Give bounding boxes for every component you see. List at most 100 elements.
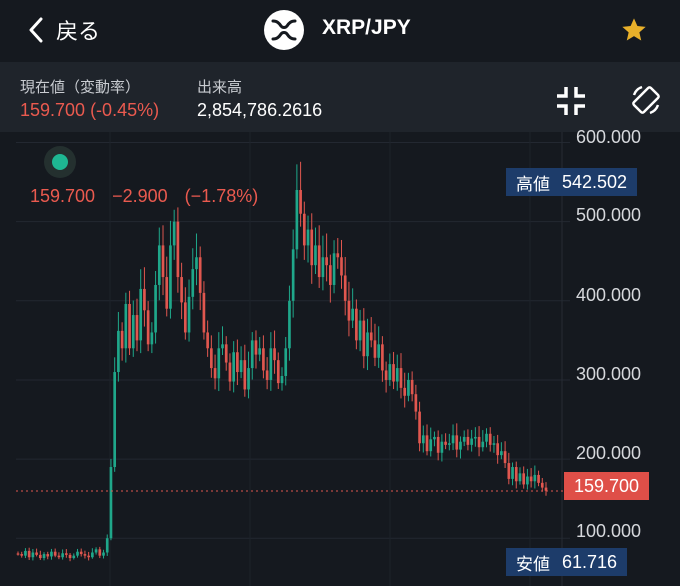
candle-body	[46, 554, 50, 557]
candle-body	[466, 436, 470, 445]
candle-body	[176, 221, 180, 278]
candle-body	[42, 554, 46, 559]
candle-body	[388, 364, 392, 380]
star-icon[interactable]	[620, 16, 648, 48]
candle-body	[518, 473, 522, 482]
candle-body	[362, 320, 366, 357]
candle-body	[243, 360, 247, 390]
candle-body	[128, 303, 131, 349]
candle-body	[462, 436, 466, 442]
candle-body	[265, 370, 269, 380]
candle-body	[321, 257, 325, 278]
candle-body	[72, 555, 76, 559]
candle-body	[299, 189, 302, 214]
legend-change-pct: (−1.78%)	[184, 186, 259, 206]
candle-body	[236, 352, 239, 373]
candle-body	[366, 332, 369, 357]
candle-body	[381, 344, 384, 371]
candle-body	[481, 441, 485, 448]
current-price-value: 159.700 (-0.45%)	[20, 100, 160, 120]
high-value: 542.502	[562, 171, 628, 192]
candle-body	[511, 467, 514, 479]
y-tick-label: 200.000	[576, 443, 642, 463]
candle-body	[492, 443, 496, 445]
top-bar: 戻る XRP/JPY	[0, 0, 680, 62]
low-price-tag: 安値 61.716	[506, 548, 628, 576]
candle-body	[221, 344, 224, 349]
candle-body	[340, 257, 343, 276]
rotate-screen-icon[interactable]	[628, 82, 664, 122]
candle-body	[76, 551, 79, 556]
candle-body	[325, 257, 328, 266]
candle-body	[105, 538, 109, 553]
candle-body	[347, 300, 351, 321]
y-tick-label: 100.000	[576, 521, 642, 541]
high-price-tag: 高値 542.502	[506, 168, 638, 196]
candle-body	[254, 340, 258, 355]
candle-body	[328, 265, 332, 285]
candle-body	[537, 474, 540, 483]
candle-body	[53, 551, 57, 556]
candle-body	[440, 441, 444, 453]
candle-body	[373, 340, 377, 358]
xrp-logo-icon	[264, 10, 304, 50]
candle-body	[79, 551, 83, 555]
candle-body	[109, 467, 113, 539]
candle-body	[68, 554, 72, 559]
candle-body	[154, 284, 157, 333]
candle-body	[377, 344, 381, 358]
candle-body	[444, 441, 447, 445]
candle-body	[451, 435, 455, 444]
candle-body	[143, 288, 146, 311]
candle-body	[61, 553, 64, 558]
candle-body	[135, 315, 139, 341]
candle-body	[16, 553, 20, 555]
candle-body	[213, 368, 217, 379]
candle-body	[425, 435, 429, 452]
candle-body	[474, 436, 477, 439]
price-chart[interactable]	[0, 132, 680, 586]
candle-body	[20, 554, 24, 556]
candle-body	[336, 253, 340, 258]
candle-body	[50, 551, 53, 557]
candle-body	[418, 411, 421, 444]
candle-body	[503, 451, 507, 464]
back-label: 戻る	[56, 20, 101, 45]
candle-body	[455, 435, 459, 450]
legend-close: 159.700	[30, 186, 96, 206]
chevron-left-icon	[29, 17, 43, 43]
candle-body	[191, 269, 195, 297]
candle-body	[124, 303, 128, 349]
candle-body	[507, 463, 511, 479]
candle-body	[291, 249, 295, 301]
candle-body	[488, 433, 492, 445]
candle-body	[403, 387, 407, 396]
candle-body	[157, 245, 161, 285]
high-label: 高値	[516, 174, 550, 195]
y-tick-label: 500.000	[576, 205, 642, 225]
candle-body	[187, 296, 191, 333]
candle-body	[332, 253, 336, 285]
stats-bar: 現在値（変動率） 159.700 (-0.45%) 出来高 2,854,786.…	[0, 62, 680, 132]
candle-body	[217, 348, 221, 379]
candle-body	[183, 302, 187, 333]
candle-body	[232, 352, 236, 382]
candle-body	[522, 473, 526, 485]
back-button[interactable]: 戻る	[28, 14, 100, 46]
candle-body	[384, 370, 388, 380]
candle-body	[369, 332, 373, 341]
candle-body	[343, 275, 347, 301]
fullscreen-collapse-icon[interactable]	[554, 84, 588, 122]
candle-body	[57, 555, 61, 558]
candle-body	[120, 330, 124, 349]
candle-body	[314, 245, 317, 266]
candle-body	[310, 229, 314, 266]
candle-body	[295, 189, 299, 250]
candle-body	[447, 443, 451, 445]
candle-body	[195, 257, 198, 270]
candle-body	[224, 344, 228, 363]
candle-body	[429, 439, 433, 452]
candle-body	[172, 221, 176, 246]
candle-body	[38, 554, 42, 559]
candle-body	[526, 476, 529, 485]
